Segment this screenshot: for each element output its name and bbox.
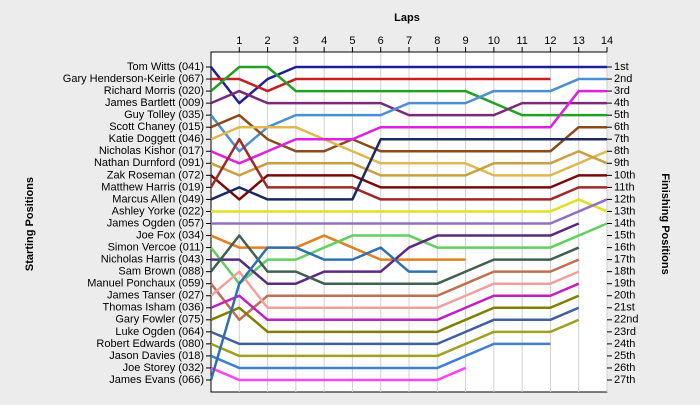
x-tick-label: 10	[488, 35, 500, 47]
legend-label: Tom Witts (041)	[127, 61, 204, 73]
y2-tick-label: 8th	[614, 145, 629, 157]
y2-tick-label: 6th	[614, 121, 629, 133]
legend-label: Jason Davies (018)	[109, 350, 204, 362]
series-line	[210, 258, 580, 322]
y2-tick-label: 17th	[614, 254, 635, 266]
y2-tick-label: 20th	[614, 290, 635, 302]
legend-label: Sam Brown (088)	[118, 266, 204, 278]
legend-label: Luke Ogden (064)	[115, 326, 204, 338]
legend-label: Robert Edwards (080)	[96, 338, 204, 350]
y2-tick-label: 5th	[614, 109, 629, 121]
legend-label: Nicholas Kishor (017)	[99, 145, 204, 157]
legend-label: Marcus Allen (049)	[112, 193, 204, 205]
y2-tick-label: 23rd	[614, 326, 636, 338]
y2-tick-label: 22nd	[614, 314, 638, 326]
x-tick-label: 9	[463, 35, 469, 47]
y2-tick-label: 13th	[614, 205, 635, 217]
y2-tick-label: 16th	[614, 241, 635, 253]
series-line	[210, 294, 580, 334]
y2-tick-label: 14th	[614, 217, 635, 229]
x-tick-label: 14	[601, 35, 613, 47]
legend-label: Guy Tolley (035)	[124, 109, 204, 121]
series-line	[211, 77, 551, 93]
y2-tick-label: 10th	[614, 169, 635, 181]
legend-label: Katie Doggett (046)	[109, 133, 204, 145]
series-line	[210, 113, 607, 153]
legend-label: Zak Roseman (072)	[107, 169, 204, 181]
legend-label: Matthew Harris (019)	[101, 181, 204, 193]
legend-label: Thomas Isham (036)	[103, 302, 204, 314]
series-line	[210, 137, 607, 201]
y2-axis-title: Finishing Positions	[659, 173, 671, 274]
series-line	[210, 282, 580, 322]
series-line	[210, 342, 551, 370]
series-line	[210, 366, 467, 382]
legend-label: Ashley Yorke (022)	[112, 205, 204, 217]
legend-label: Simon Vercoe (011)	[108, 241, 204, 253]
y-axis-title: Starting Positions	[24, 177, 36, 271]
series-line	[210, 270, 580, 310]
x-tick-label: 2	[265, 35, 271, 47]
series-line	[210, 174, 607, 201]
series-line	[211, 198, 608, 213]
series-line	[210, 150, 608, 177]
legend-label: Joe Storey (032)	[123, 362, 204, 374]
y2-tick-label: 4th	[614, 97, 629, 109]
x-tick-label: 4	[321, 35, 327, 47]
y2-tick-label: 26th	[614, 362, 635, 374]
legend-label: James Tanser (027)	[107, 290, 204, 302]
legend-label: Gary Fowler (075)	[115, 314, 204, 326]
y2-tick-label: 18th	[614, 266, 635, 278]
legend-label: Richard Morris (020)	[104, 85, 204, 97]
legend-label: Nathan Durnford (091)	[94, 157, 204, 169]
series-line	[210, 89, 607, 165]
series-line	[210, 65, 607, 117]
legend-label: James Evans (066)	[109, 374, 204, 386]
legend-label: Joe Fox (034)	[136, 229, 204, 241]
series-line	[210, 318, 580, 358]
x-tick-label: 12	[544, 35, 556, 47]
x-axis-title: Laps	[394, 12, 420, 24]
x-tick-label: 11	[516, 35, 527, 47]
x-tick-label: 5	[349, 35, 355, 47]
series-line	[209, 246, 438, 381]
y2-tick-label: 19th	[614, 278, 635, 290]
legend-label: James Ogden (057)	[107, 217, 204, 229]
y2-tick-label: 27th	[614, 374, 635, 386]
legend-label: Scott Chaney (015)	[109, 121, 204, 133]
y2-tick-label: 1st	[614, 61, 629, 73]
legend-label: Nicholas Harris (043)	[101, 254, 204, 266]
legend-label: Gary Henderson-Keirle (067)	[63, 73, 204, 85]
x-tick-label: 8	[434, 35, 440, 47]
series-line	[210, 89, 607, 117]
y2-tick-label: 3rd	[614, 85, 630, 97]
series-line	[211, 198, 608, 225]
y2-tick-label: 9th	[614, 157, 629, 169]
y2-tick-label: 15th	[614, 229, 635, 241]
y2-tick-label: 21st	[614, 302, 635, 314]
series-line	[210, 77, 607, 153]
y2-tick-label: 2nd	[614, 73, 632, 85]
y2-tick-label: 12th	[614, 193, 635, 205]
x-tick-label: 6	[378, 35, 384, 47]
series-line	[210, 234, 580, 285]
series-line	[209, 137, 607, 201]
x-tick-label: 13	[573, 35, 585, 47]
series-line	[210, 222, 608, 285]
y2-tick-label: 11th	[614, 181, 635, 193]
x-tick-label: 1	[236, 35, 242, 47]
series-line	[210, 125, 608, 177]
legend-label: James Bartlett (009)	[105, 97, 204, 109]
y2-tick-label: 7th	[614, 133, 629, 145]
series-line	[210, 306, 580, 346]
y2-tick-label: 25th	[614, 350, 635, 362]
x-tick-label: 3	[293, 35, 299, 47]
y2-tick-label: 24th	[614, 338, 635, 350]
legend-label: Manuel Ponchaux (059)	[87, 278, 204, 290]
x-tick-label: 7	[406, 35, 412, 47]
